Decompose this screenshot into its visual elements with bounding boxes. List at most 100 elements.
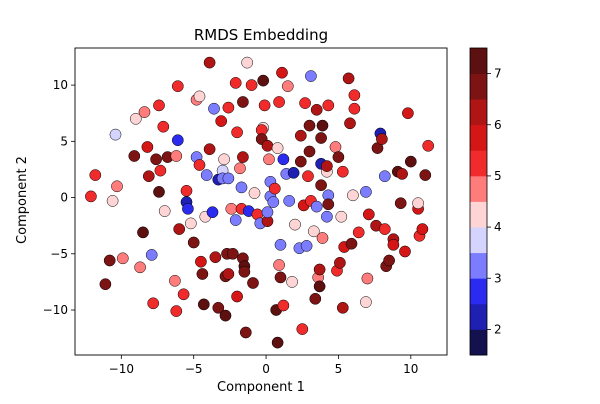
data-point	[394, 197, 407, 210]
data-point	[208, 102, 220, 115]
x-tick-label: −5	[185, 362, 203, 376]
data-point	[203, 143, 216, 156]
data-point	[332, 151, 345, 163]
data-point	[294, 155, 307, 168]
data-point	[347, 189, 359, 202]
data-point	[361, 272, 374, 285]
data-point	[109, 128, 122, 141]
colorbar-band	[470, 48, 487, 74]
data-point	[274, 238, 287, 251]
colorbar-band	[470, 278, 487, 305]
data-point	[376, 133, 388, 145]
data-point	[235, 181, 248, 194]
colorbar-band	[470, 124, 487, 151]
data-point	[128, 150, 141, 162]
data-point	[218, 153, 230, 166]
data-point	[238, 265, 251, 278]
data-point	[184, 217, 197, 230]
data-point	[182, 202, 194, 215]
data-point	[229, 77, 242, 89]
x-axis-label: Component 1	[217, 380, 305, 395]
colorbar-band	[470, 227, 487, 254]
data-point	[222, 101, 235, 114]
y-axis: −10 −5 0 5 10	[43, 78, 75, 317]
data-point	[103, 254, 116, 267]
data-point	[111, 180, 123, 193]
data-point	[237, 96, 249, 108]
data-point	[345, 237, 358, 250]
data-point	[261, 139, 274, 152]
plot-area-frame	[74, 47, 448, 356]
colorbar-band	[470, 329, 487, 356]
data-point	[342, 72, 355, 85]
data-point	[234, 162, 246, 175]
data-point	[229, 214, 242, 226]
data-point	[247, 277, 259, 289]
y-tick-label: 0	[60, 191, 68, 205]
data-point	[310, 200, 323, 213]
data-point	[302, 170, 314, 183]
data-point	[404, 155, 417, 168]
data-point	[267, 196, 280, 208]
data-point	[322, 198, 335, 211]
colorbar-band	[470, 99, 487, 126]
data-point	[360, 296, 372, 308]
data-point	[273, 96, 285, 108]
data-point	[307, 225, 320, 238]
data-point	[315, 179, 327, 192]
colorbar-tick-label: 3	[494, 271, 502, 285]
data-point	[212, 301, 225, 314]
y-tick-label: −5	[50, 247, 68, 261]
colorbar-band	[470, 201, 487, 228]
data-point	[321, 210, 333, 223]
data-point	[334, 256, 346, 269]
data-point	[309, 292, 322, 305]
data-point	[303, 119, 316, 132]
data-point	[219, 309, 232, 322]
x-tick-label: 5	[335, 362, 343, 376]
data-point	[273, 259, 285, 271]
data-point	[215, 115, 228, 127]
colorbar-tick-label: 2	[494, 322, 502, 336]
data-point	[222, 172, 235, 185]
data-point	[170, 305, 183, 317]
data-point	[348, 89, 361, 102]
data-point	[237, 151, 249, 163]
data-point	[169, 274, 181, 287]
data-point	[263, 153, 275, 166]
x-tick-label: −10	[109, 362, 134, 376]
data-point	[277, 153, 290, 166]
data-point	[286, 276, 298, 288]
data-point	[206, 206, 219, 219]
colorbar: 2 3 4 5 6 7	[469, 47, 502, 356]
data-point	[153, 186, 165, 198]
data-point	[402, 107, 414, 120]
colorbar-tick-label: 4	[494, 220, 502, 234]
data-point	[147, 297, 160, 310]
data-point	[203, 56, 216, 69]
colorbar-tick-label: 5	[494, 169, 502, 183]
data-point	[245, 79, 258, 91]
data-point	[261, 206, 274, 219]
data-point	[283, 195, 296, 207]
data-point	[336, 301, 349, 314]
data-point	[248, 187, 261, 199]
data-point	[180, 184, 193, 197]
data-point	[85, 190, 97, 203]
colorbar-band	[470, 175, 487, 202]
chart-title: RMDS Embedding	[194, 26, 328, 44]
data-point	[313, 263, 326, 276]
data-point	[315, 132, 327, 144]
data-point	[360, 186, 372, 198]
data-point	[316, 232, 329, 244]
y-tick-label: 5	[60, 134, 68, 148]
data-point	[294, 129, 307, 142]
data-point	[268, 182, 281, 195]
data-point	[226, 247, 239, 260]
data-point	[274, 271, 287, 284]
data-point	[196, 268, 209, 280]
data-point	[154, 164, 167, 177]
y-axis-label: Component 2	[15, 156, 30, 244]
data-point	[387, 238, 400, 251]
data-point	[271, 336, 284, 349]
